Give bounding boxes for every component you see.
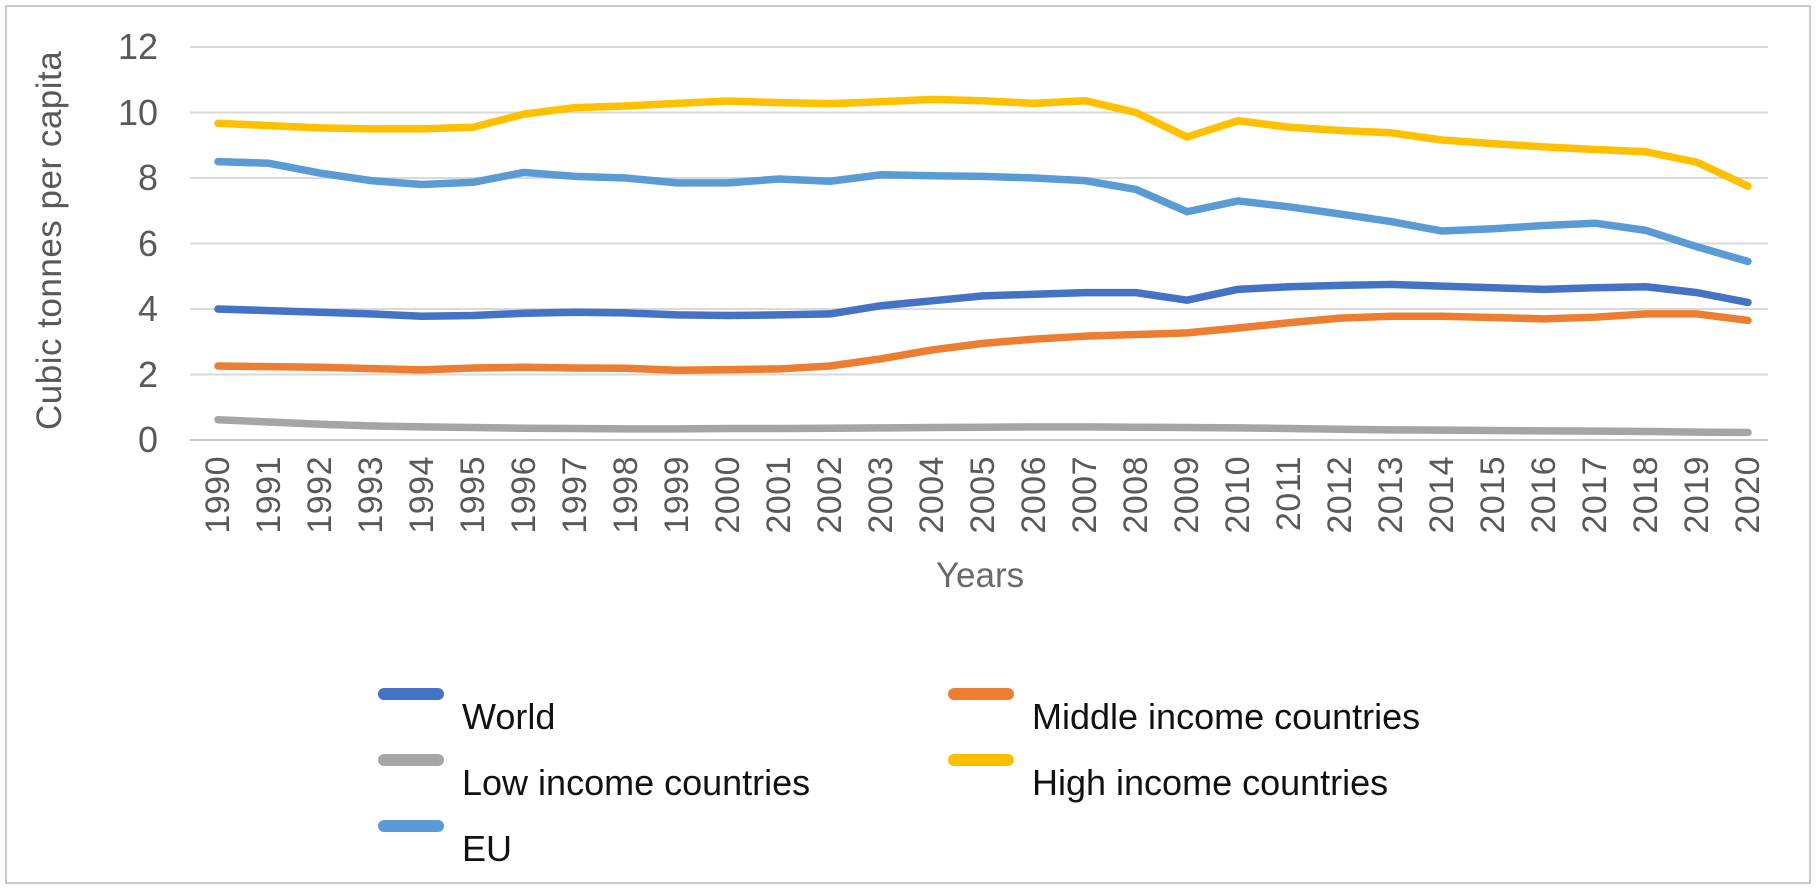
x-tick-label-2019: 2019 [1677, 456, 1716, 534]
x-tick-label-2004: 2004 [912, 456, 951, 534]
legend-marker-middle-income-countries [948, 688, 1014, 700]
x-tick-label-1997: 1997 [555, 456, 594, 534]
x-tick-label-1993: 1993 [351, 456, 390, 534]
x-tick-label-2017: 2017 [1575, 456, 1614, 534]
x-tick-label-2011: 2011 [1269, 456, 1308, 532]
x-tick-label-2016: 2016 [1524, 456, 1563, 534]
x-tick-label-1995: 1995 [453, 456, 492, 534]
y-tick-label-10: 10 [117, 91, 158, 133]
x-tick-label-1992: 1992 [300, 456, 339, 534]
x-tick-label-2003: 2003 [861, 456, 900, 534]
x-tick-label-2018: 2018 [1626, 456, 1665, 534]
legend-marker-eu [378, 820, 444, 832]
series-line-low-income-countries [214, 415, 1752, 437]
y-tick-label-2: 2 [137, 353, 158, 395]
y-tick-label-0: 0 [137, 419, 158, 460]
series-line-high-income-countries [214, 95, 1752, 190]
x-tick-label-2014: 2014 [1422, 456, 1461, 534]
legend-label: Low income countries [462, 762, 811, 803]
x-tick-label-2010: 2010 [1218, 456, 1257, 534]
y-tick-label-4: 4 [137, 288, 158, 329]
x-tick-label-1998: 1998 [606, 456, 645, 534]
legend-marker-high-income-countries [948, 754, 1014, 766]
x-tick-label-1999: 1999 [657, 456, 696, 534]
x-tick-label-2008: 2008 [1116, 456, 1155, 534]
x-tick-label-2015: 2015 [1473, 456, 1512, 534]
legend-item-middle-income-countries: Middle income countries [948, 683, 1420, 738]
y-axis-title: Cubic tonnes per capita [30, 50, 69, 430]
y-tick-label-6: 6 [137, 222, 158, 264]
legend-marker-world [378, 688, 444, 700]
legend-label: High income countries [1032, 762, 1389, 803]
y-tick-label-8: 8 [137, 157, 158, 198]
x-tick-label-1996: 1996 [504, 456, 543, 534]
legend-label: World [462, 696, 556, 737]
x-tick-label-2000: 2000 [708, 456, 747, 534]
x-tick-label-2020: 2020 [1728, 456, 1767, 534]
legend-item-high-income-countries: High income countries [948, 749, 1388, 804]
legend-label: EU [462, 828, 513, 869]
x-tick-label-2012: 2012 [1320, 456, 1359, 534]
x-tick-label-2007: 2007 [1065, 456, 1104, 534]
x-tick-label-1990: 1990 [198, 456, 237, 534]
legend-label: Middle income countries [1032, 696, 1421, 737]
legend-item-low-income-countries: Low income countries [378, 749, 810, 804]
y-tick-label-12: 12 [117, 26, 158, 67]
legend-marker-low-income-countries [378, 754, 444, 766]
x-tick-label-2013: 2013 [1371, 456, 1410, 534]
series-line-world [214, 280, 1752, 320]
x-axis-title: Years [935, 556, 1025, 595]
x-tick-label-2009: 2009 [1167, 456, 1206, 534]
x-tick-label-2002: 2002 [810, 456, 849, 534]
legend-item-eu: EU [378, 815, 512, 870]
x-tick-label-1991: 1991 [249, 456, 288, 534]
x-tick-label-1994: 1994 [402, 456, 441, 534]
legend-item-world: World [378, 683, 555, 738]
x-tick-label-2006: 2006 [1014, 456, 1053, 534]
series-line-eu [214, 157, 1752, 266]
x-tick-label-2001: 2001 [759, 456, 798, 534]
series-line-middle-income-countries [214, 310, 1752, 374]
x-tick-label-2005: 2005 [963, 456, 1002, 534]
